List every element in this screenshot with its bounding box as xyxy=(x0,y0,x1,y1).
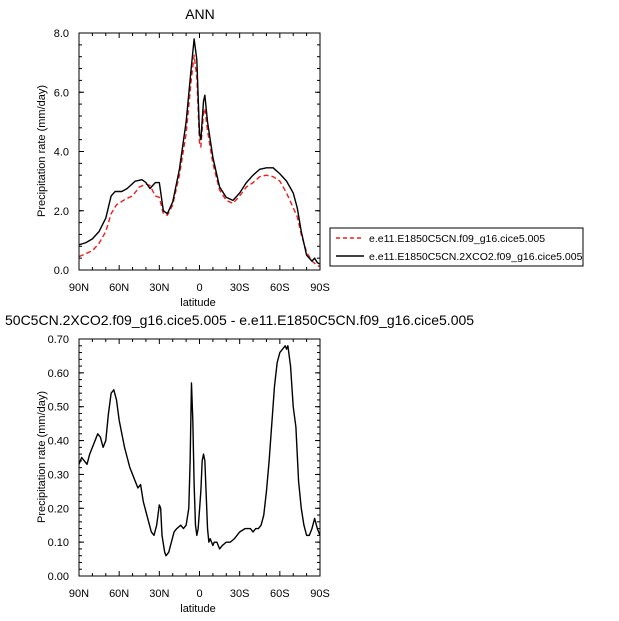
legend: e.e11.E1850C5CN.f09_g16.cice5.005 e.e11.… xyxy=(329,227,584,267)
bottom-y-tick-label: 0.40 xyxy=(48,436,69,448)
top-y-tick-label: 2.0 xyxy=(54,206,69,218)
top-chart-frame xyxy=(78,32,321,271)
bottom-y-tick-label: 0.20 xyxy=(48,503,69,515)
legend-box xyxy=(329,227,584,267)
top-y-tick-label: 8.0 xyxy=(54,28,69,40)
top-y-tick-label: 0.0 xyxy=(54,265,69,277)
bottom-series-line-0 xyxy=(78,345,321,557)
bottom-x-tick-label: 30N xyxy=(149,588,169,600)
bottom-x-tick-label: 30S xyxy=(230,588,250,600)
top-chart: ANN Precipitation rate (mm/day) latitude… xyxy=(36,6,330,309)
top-y-tick-label: 4.0 xyxy=(54,147,69,159)
top-x-tick-label: 90S xyxy=(310,282,330,294)
bottom-y-tick-label: 0.70 xyxy=(48,334,69,346)
bottom-y-tick-label: 0.00 xyxy=(48,571,69,583)
legend-label-2xco2: e.e11.E1850C5CN.2XCO2.f09_g16.cice5.005 xyxy=(369,251,583,263)
bottom-x-tick-label: 90S xyxy=(310,588,330,600)
top-chart-title: ANN xyxy=(185,6,215,22)
top-series-line-0 xyxy=(78,54,321,268)
bottom-y-tick-label: 0.50 xyxy=(48,402,69,414)
top-x-tick-label: 60N xyxy=(109,282,129,294)
bottom-x-tick-label: 90N xyxy=(69,588,89,600)
top-y-tick-label: 6.0 xyxy=(54,87,69,99)
bottom-y-tick-label: 0.60 xyxy=(48,368,69,380)
top-chart-y-axis-title: Precipitation rate (mm/day) xyxy=(36,85,48,217)
bottom-chart-frame xyxy=(78,338,321,577)
top-series-line-1 xyxy=(78,38,321,265)
legend-label-control: e.e11.E1850C5CN.f09_g16.cice5.005 xyxy=(369,233,545,245)
bottom-chart-y-axis-title: Precipitation rate (mm/day) xyxy=(36,391,48,523)
top-x-tick-label: 0 xyxy=(196,282,202,294)
bottom-x-tick-label: 0 xyxy=(196,588,202,600)
bottom-chart-title: 50C5CN.2XCO2.f09_g16.cice5.005 - e.e11.E… xyxy=(5,312,474,328)
bottom-x-tick-label: 60S xyxy=(270,588,290,600)
bottom-chart: 50C5CN.2XCO2.f09_g16.cice5.005 - e.e11.E… xyxy=(5,312,474,615)
top-x-tick-label: 30S xyxy=(230,282,250,294)
bottom-chart-x-axis-title: latitude xyxy=(180,603,215,615)
top-x-tick-label: 30N xyxy=(149,282,169,294)
top-x-tick-label: 90N xyxy=(69,282,89,294)
bottom-x-tick-label: 60N xyxy=(109,588,129,600)
top-x-tick-label: 60S xyxy=(270,282,290,294)
bottom-y-tick-label: 0.10 xyxy=(48,537,69,549)
top-chart-x-axis-title: latitude xyxy=(180,297,215,309)
bottom-y-tick-label: 0.30 xyxy=(48,469,69,481)
